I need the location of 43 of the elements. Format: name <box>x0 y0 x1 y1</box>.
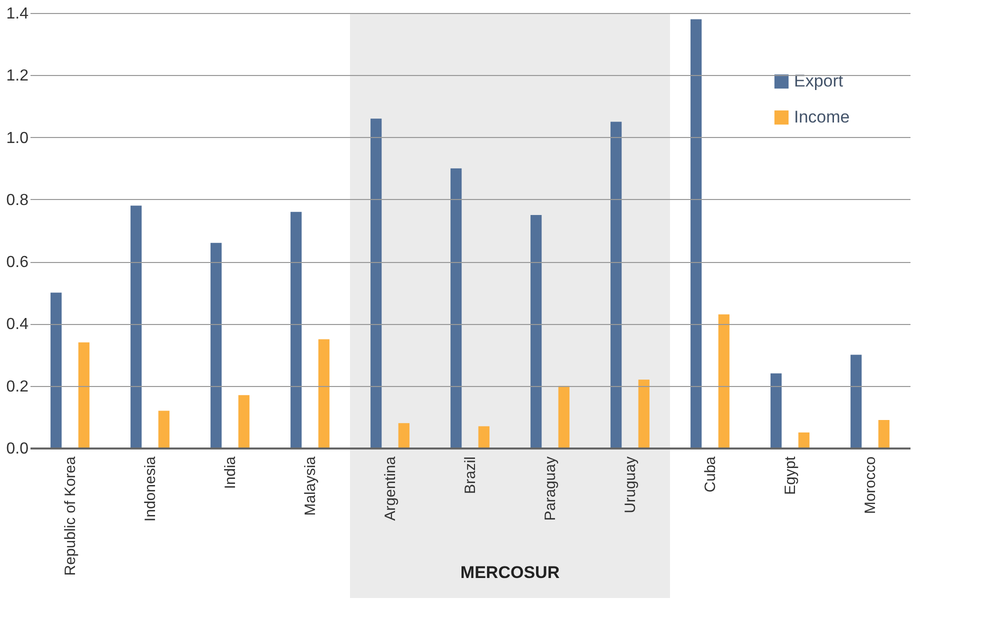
bar <box>690 19 702 448</box>
bar <box>290 212 302 448</box>
bar <box>770 373 782 448</box>
x-tick-label: Paraguay <box>542 456 559 521</box>
y-tick-label: 0.8 <box>6 192 29 209</box>
bar <box>318 339 330 448</box>
y-tick-label: 0.6 <box>6 254 29 272</box>
y-tick-label: 0.4 <box>6 316 29 334</box>
bar <box>798 432 810 448</box>
x-tick-label: Argentina <box>382 456 399 521</box>
bar <box>558 386 570 448</box>
x-tick-label: Brazil <box>462 456 479 494</box>
x-tick-label: Republic of Korea <box>62 456 79 576</box>
x-tick-label: Uruguay <box>622 456 639 514</box>
band-label: MERCOSUR <box>460 563 560 582</box>
bar <box>878 420 890 448</box>
bar <box>238 395 250 448</box>
bar <box>210 242 222 448</box>
bar <box>478 426 490 448</box>
x-tick-label: India <box>222 456 239 490</box>
bar <box>158 410 170 448</box>
bar <box>610 122 622 448</box>
x-tick-label: Indonesia <box>142 456 159 522</box>
bar <box>78 342 90 448</box>
y-tick-label: 1.0 <box>6 130 29 147</box>
x-tick-label: Egypt <box>782 456 799 495</box>
bar <box>50 292 62 448</box>
bar <box>398 423 410 448</box>
y-tick-label: 0.0 <box>6 440 29 458</box>
y-tick-label: 1.4 <box>6 6 29 22</box>
x-tick-label: Cuba <box>702 456 719 492</box>
bar <box>718 314 730 448</box>
bar <box>130 206 142 448</box>
bar <box>450 168 462 448</box>
x-tick-label: Malaysia <box>302 456 319 516</box>
bar <box>370 118 382 448</box>
legend-label: Income <box>794 108 850 126</box>
bar <box>850 354 862 448</box>
x-tick-label: Morocco <box>862 456 879 514</box>
y-tick-label: 1.2 <box>6 68 29 85</box>
bar <box>530 214 542 448</box>
bar <box>638 380 650 448</box>
y-tick-label: 0.2 <box>6 378 29 396</box>
